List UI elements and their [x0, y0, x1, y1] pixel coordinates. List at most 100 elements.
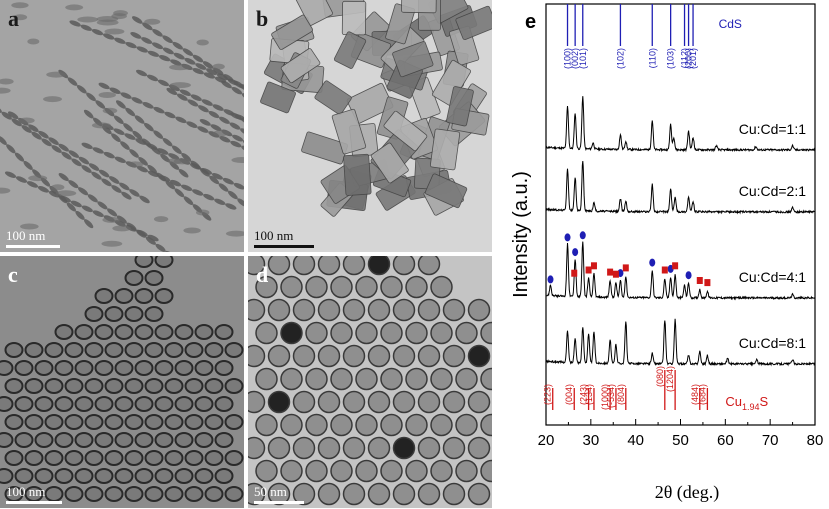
nanocrystal: [134, 396, 154, 412]
series-label: Cu:Cd=1:1: [739, 121, 807, 137]
nanocrystal: [342, 390, 366, 414]
nanocrystal: [255, 275, 278, 299]
nanoparticle: [38, 130, 49, 139]
nanoparticle: [51, 184, 65, 191]
nanocrystal: [267, 298, 291, 322]
nanocrystal: [367, 344, 391, 368]
nanocrystal: [224, 450, 244, 466]
nanocrystal: [124, 450, 144, 466]
nanoparticle: [198, 105, 209, 113]
nanocrystal: [104, 378, 124, 394]
nanoparticle: [91, 29, 104, 36]
nanocrystal: [114, 396, 134, 412]
nanocrystal: [267, 436, 291, 460]
nanocrystal: [417, 436, 441, 460]
nanoparticle: [139, 195, 150, 204]
nanorod: [314, 80, 352, 115]
nanocrystal: [248, 390, 266, 414]
nanocrystal: [405, 275, 428, 299]
nanocrystal: [154, 324, 174, 340]
nanoparticle: [129, 189, 140, 197]
nanorod: [341, 0, 367, 36]
nanocrystal: [134, 288, 154, 304]
nanoparticle: [135, 138, 147, 145]
nanoparticle: [120, 141, 130, 150]
nanoparticle: [114, 37, 126, 44]
nanoparticle: [76, 84, 87, 94]
scale-text-d: 50 nm: [254, 484, 287, 499]
nanocrystal: [417, 482, 441, 506]
cds-phase-marker: [547, 275, 554, 284]
nanocrystal: [380, 321, 403, 345]
nanocrystal: [204, 414, 224, 430]
nanocrystal: [134, 256, 154, 268]
nanocrystal: [144, 342, 164, 358]
nanoparticle: [147, 234, 159, 242]
nanocrystal: [255, 367, 278, 391]
nanoparticle: [225, 230, 244, 237]
nanoparticle: [81, 142, 93, 150]
nanoparticle: [113, 115, 124, 125]
nanocrystal: [64, 414, 84, 430]
nanocrystal: [430, 367, 453, 391]
nanoparticle: [78, 156, 90, 165]
nanocrystal: [417, 256, 441, 276]
cu-hkl-label: (134): [584, 384, 594, 405]
scale-text-c: 100 nm: [6, 484, 46, 499]
nanocrystal: [194, 396, 214, 412]
particle-chain: [0, 105, 132, 200]
nanoparticle: [7, 111, 19, 120]
nanoparticle: [222, 177, 234, 185]
nanoparticle: [131, 97, 143, 104]
nanoparticle: [136, 165, 149, 173]
nanoparticle: [199, 168, 210, 177]
nanocrystal: [14, 396, 34, 412]
nanoparticle: [240, 117, 244, 125]
nanoparticle: [212, 130, 230, 137]
nanoparticle: [221, 80, 232, 89]
nanocrystal: [342, 482, 366, 506]
nanoparticle: [46, 71, 67, 78]
nanocrystal: [24, 378, 44, 394]
nanocrystal: [224, 342, 244, 358]
nanoparticle: [209, 175, 220, 185]
nanoparticle: [92, 147, 104, 154]
nanocrystal: [24, 450, 44, 466]
nanocrystal: [114, 288, 134, 304]
nanocrystal: [317, 256, 341, 276]
nanocrystal: [480, 321, 492, 345]
nanoparticle: [87, 194, 98, 203]
nanoparticle: [58, 173, 69, 182]
nanocrystal: [134, 360, 154, 376]
nanocrystal: [280, 275, 303, 299]
nanoparticle: [208, 110, 220, 119]
xrd-trace: [545, 241, 816, 301]
nanoparticle: [233, 182, 244, 190]
nanoparticle: [102, 107, 118, 114]
nanoparticle: [132, 130, 143, 140]
nanoparticle: [123, 123, 133, 132]
nanoparticle: [15, 176, 28, 183]
cu-hkl-label: (484): [690, 384, 700, 405]
nanocrystal: [280, 367, 303, 391]
nanocrystal: [184, 342, 204, 358]
nanoparticle: [75, 210, 85, 220]
nanoparticle: [97, 201, 108, 210]
nanorod: [455, 5, 492, 41]
nanorod: [301, 131, 349, 165]
scale-bar-d: [254, 501, 304, 504]
nanocrystal: [342, 298, 366, 322]
nanoparticle: [219, 116, 230, 124]
nanoparticle: [68, 150, 80, 158]
nanoparticle: [173, 52, 185, 60]
nanocrystal: [54, 468, 74, 484]
nanocrystal: [124, 270, 144, 286]
nanocrystal: [455, 413, 478, 437]
nanorod: [331, 108, 367, 155]
nanocrystal: [84, 414, 104, 430]
nanocrystal: [34, 396, 54, 412]
cds-hkl-label: (201): [688, 48, 698, 69]
cds-hkl-label: (101): [578, 48, 588, 69]
nanocrystal: [248, 436, 266, 460]
nanoparticle: [111, 133, 121, 143]
